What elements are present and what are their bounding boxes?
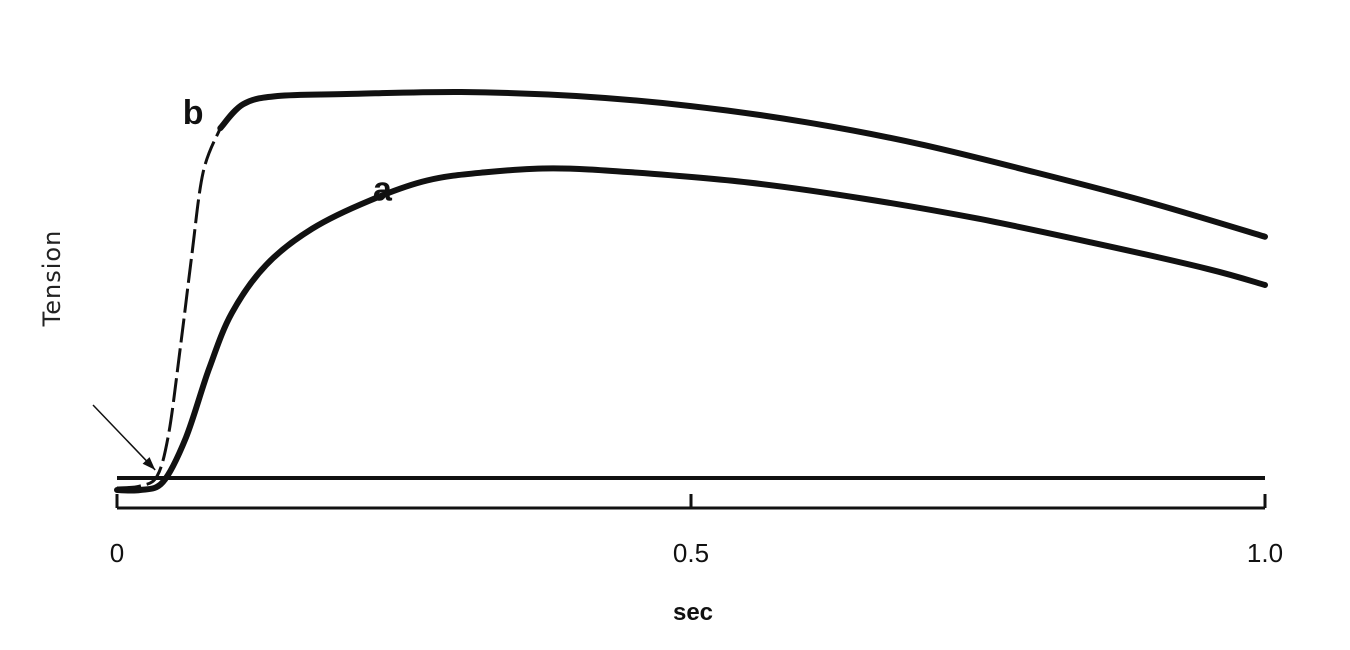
onset-arrow-head — [142, 457, 156, 470]
plot-area: 0 0.5 1.0 b a — [92, 88, 1283, 568]
y-axis-label: Tension — [38, 230, 66, 328]
x-axis-label: sec — [673, 599, 713, 626]
series-a-line — [114, 165, 1268, 494]
series-b-rise-line — [116, 127, 222, 490]
series-b-line — [217, 88, 1268, 240]
onset-arrow-line — [92, 404, 156, 471]
x-tick-label: 0.5 — [673, 538, 709, 568]
series-a-label: a — [373, 171, 393, 209]
x-tick-label: 1.0 — [1247, 538, 1283, 568]
x-tick-label: 0 — [110, 538, 124, 568]
series-b-label: b — [183, 94, 204, 132]
